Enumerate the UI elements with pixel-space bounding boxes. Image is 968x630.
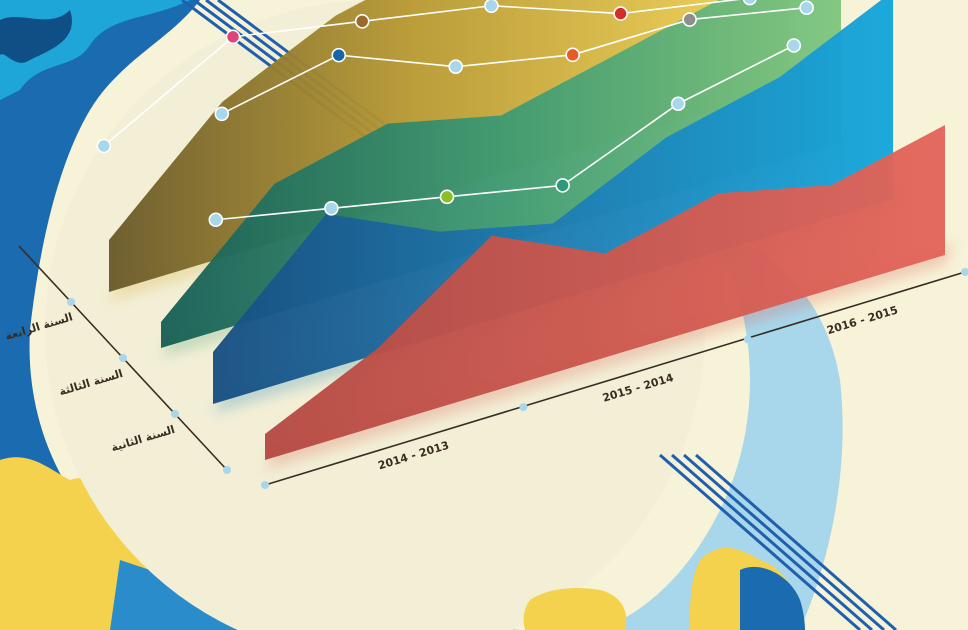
overlay-point [786, 38, 802, 53]
overlay-point [96, 138, 112, 154]
series-area [265, 125, 945, 460]
chart-overlay-lines [96, 0, 814, 228]
depth-axis-tick [67, 298, 75, 306]
overlay-point [555, 178, 570, 193]
chart-ribbons [109, 0, 955, 470]
overlay-point [331, 47, 347, 63]
overlay-point [214, 106, 230, 122]
overlay-point [742, 0, 757, 6]
series-area [213, 0, 893, 404]
chart-axes [18, 245, 968, 489]
overlay-point [324, 201, 339, 216]
overlay-point [682, 12, 697, 27]
light-blue-ring [600, 250, 843, 630]
overlay-point [799, 0, 814, 15]
overlay-point [354, 13, 370, 29]
overlay-point [565, 47, 580, 63]
x-axis-tick [519, 403, 528, 412]
depth-axis-tick [171, 410, 179, 418]
overlay-line [215, 44, 795, 221]
overlay-point [208, 212, 224, 228]
overlay-point [439, 189, 455, 205]
yellow-splash-center [523, 588, 627, 630]
x-axis-tick [961, 268, 968, 276]
overlay-point [670, 96, 686, 112]
blue-splash-right [740, 566, 805, 630]
overlay-point [484, 0, 499, 14]
x-axis-tick [261, 481, 269, 489]
x-axis-line [264, 271, 966, 486]
overlay-point [225, 29, 241, 45]
depth-axis-tick [223, 466, 231, 474]
overlay-point [448, 59, 464, 74]
depth-axis-tick [119, 354, 127, 362]
x-axis-tick [743, 335, 752, 344]
dark-splash-bits [0, 10, 72, 63]
diagonal-stripes-bottom [659, 453, 897, 630]
overlay-line [221, 6, 807, 115]
overlay-point [613, 6, 628, 21]
overlay-line [103, 0, 741, 147]
